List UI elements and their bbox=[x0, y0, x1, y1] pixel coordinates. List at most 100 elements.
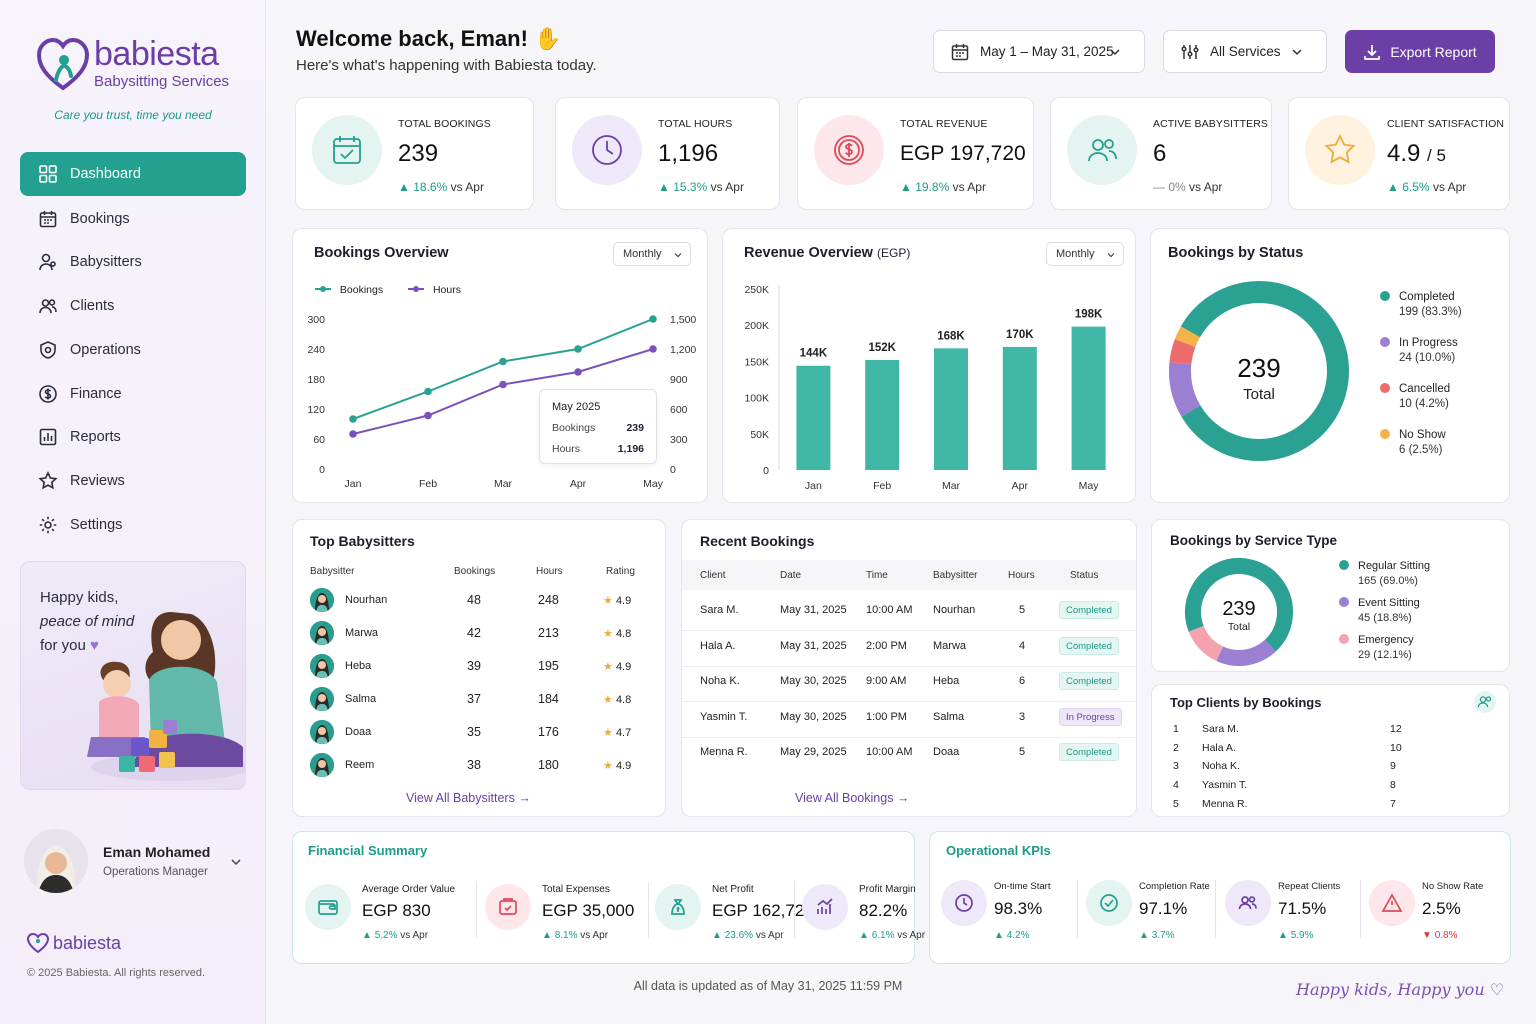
card-title-text: Revenue Overview bbox=[744, 245, 873, 261]
users-icon[interactable] bbox=[1474, 691, 1496, 713]
mother-child-illustration bbox=[87, 612, 245, 781]
babysitter-avatar-image bbox=[310, 654, 334, 678]
legend-detail: 199 (83.3%) bbox=[1399, 306, 1462, 318]
date-range-picker[interactable]: May 1 – May 31, 2025 bbox=[933, 30, 1145, 73]
booking-time: 10:00 AM bbox=[866, 746, 913, 758]
divider bbox=[476, 882, 477, 938]
financial-label: Average Order Value bbox=[362, 884, 456, 895]
list-item[interactable]: 1 Sara M. 12 bbox=[1152, 723, 1509, 741]
column-header: Time bbox=[866, 570, 888, 581]
financial-item: Net Profit EGP 162,720 ▲ 23.6% vs Apr bbox=[655, 882, 815, 952]
list-item[interactable]: 5 Menna R. 7 bbox=[1152, 798, 1509, 816]
star-icon: ★ bbox=[603, 595, 613, 607]
donut-total-label: Total bbox=[1227, 621, 1251, 633]
booking-date: May 29, 2025 bbox=[780, 746, 847, 758]
promo-line: peace of mind bbox=[40, 613, 135, 630]
financial-value: EGP 162,720 bbox=[712, 901, 814, 920]
table-row[interactable]: Nourhan 48 248 ★ 4.9 bbox=[293, 588, 665, 618]
list-item[interactable]: 3 Noha K. 9 bbox=[1152, 760, 1509, 778]
tooltip-title: May 2025 bbox=[552, 401, 601, 413]
table-row[interactable]: Salma 37 184 ★ 4.8 bbox=[293, 687, 665, 717]
export-report-button[interactable]: Export Report bbox=[1345, 30, 1495, 73]
table-row[interactable]: Heba 39 195 ★ 4.9 bbox=[293, 654, 665, 684]
chevron-down-icon bbox=[1107, 253, 1115, 258]
list-item[interactable]: 4 Yasmin T. 8 bbox=[1152, 779, 1509, 797]
sidebar-item-dashboard[interactable]: Dashboard bbox=[20, 152, 246, 196]
service-filter-label: All Services bbox=[1210, 44, 1281, 59]
booking-client: Yasmin T. bbox=[700, 710, 748, 723]
trend-up-icon: ▲ bbox=[1278, 930, 1288, 941]
kpi-change-value: 15.3% bbox=[673, 180, 708, 194]
calendar-check-icon bbox=[312, 115, 382, 185]
sidebar-item-finance[interactable]: Finance bbox=[20, 372, 246, 415]
donut-total: 239 Total bbox=[1204, 598, 1274, 633]
booking-babysitter: Nourhan bbox=[933, 604, 976, 616]
service-filter[interactable]: All Services bbox=[1163, 30, 1327, 73]
tooltip-label: Hours bbox=[552, 443, 581, 455]
table-row[interactable]: Hala A. May 31, 2025 2:00 PM Marwa 4 Com… bbox=[682, 632, 1136, 667]
sidebar-item-bookings[interactable]: Bookings bbox=[20, 197, 246, 240]
bar-value-label: 152K bbox=[868, 342, 896, 354]
footer-logo-text: babiesta bbox=[53, 932, 122, 953]
donut-total-value: 239 bbox=[1237, 353, 1281, 383]
y2-tick-label: 0 bbox=[670, 464, 676, 476]
operational-value: 2.5% bbox=[1422, 899, 1461, 918]
sidebar-item-label: Dashboard bbox=[70, 166, 141, 182]
table-row[interactable]: Sara M. May 31, 2025 10:00 AM Nourhan 5 … bbox=[682, 596, 1136, 631]
period-select[interactable]: Monthly bbox=[613, 242, 691, 266]
sidebar-item-reports[interactable]: Reports bbox=[20, 416, 246, 459]
booking-client: Sara M. bbox=[700, 604, 739, 616]
booking-babysitter: Salma bbox=[933, 710, 965, 723]
footer-logo: babiesta bbox=[26, 932, 121, 954]
column-header: Babysitter bbox=[310, 566, 355, 577]
table-header-row bbox=[682, 560, 1136, 590]
client-rank: 4 bbox=[1173, 779, 1179, 792]
clock-icon bbox=[572, 115, 642, 185]
column-header: Hours bbox=[536, 566, 563, 577]
chart-tooltip: May 2025 Bookings 239 Hours 1,196 bbox=[539, 389, 657, 464]
babysitter-bookings: 42 bbox=[467, 626, 481, 640]
list-item[interactable]: 2 Hala A. 10 bbox=[1152, 742, 1509, 760]
chevron-down-icon[interactable] bbox=[230, 856, 242, 868]
kpi-change-value: 0% bbox=[1168, 180, 1186, 194]
bar-jan bbox=[796, 365, 831, 470]
table-row[interactable]: Menna R. May 29, 2025 10:00 AM Doaa 5 Co… bbox=[682, 738, 1136, 773]
table-row[interactable]: Noha K. May 30, 2025 9:00 AM Heba 6 Comp… bbox=[682, 667, 1136, 702]
table-row[interactable]: Marwa 42 213 ★ 4.8 bbox=[293, 621, 665, 651]
status-badge: Completed bbox=[1059, 672, 1119, 690]
sidebar-item-clients[interactable]: Clients bbox=[20, 285, 246, 328]
financial-change-value: 8.1% bbox=[554, 930, 578, 941]
financial-change-period: vs Apr bbox=[755, 930, 784, 941]
sidebar-item-operations[interactable]: Operations bbox=[20, 328, 246, 371]
trend-up-icon: ▲ bbox=[900, 180, 912, 194]
kpi-value: 6 bbox=[1153, 140, 1167, 167]
table-row[interactable]: Doaa 35 176 ★ 4.7 bbox=[293, 720, 665, 750]
babysitter-bookings: 35 bbox=[467, 725, 481, 739]
y-tick-label: 300 bbox=[307, 314, 325, 326]
financial-value: EGP 830 bbox=[362, 901, 431, 920]
sidebar-item-babysitters[interactable]: Babysitters bbox=[20, 241, 246, 284]
user-role: Operations Manager bbox=[103, 866, 208, 878]
babysitter-name: Nourhan bbox=[345, 594, 388, 606]
table-row[interactable]: Yasmin T. May 30, 2025 1:00 PM Salma 3 I… bbox=[682, 703, 1136, 738]
bar-value-label: 168K bbox=[937, 330, 965, 342]
data-point-bookings bbox=[499, 357, 507, 366]
babysitter-rating: ★ 4.9 bbox=[603, 759, 631, 772]
view-all-babysitters-link[interactable]: View All Babysitters → bbox=[406, 791, 531, 805]
table-row[interactable]: Reem 38 180 ★ 4.9 bbox=[293, 753, 665, 783]
user-profile[interactable]: Eman Mohamed Operations Manager bbox=[24, 826, 246, 896]
period-select[interactable]: Monthly bbox=[1046, 242, 1124, 266]
view-all-bookings-link[interactable]: View All Bookings → bbox=[795, 791, 910, 805]
legend-dot bbox=[1339, 560, 1349, 570]
booking-client: Menna R. bbox=[700, 746, 748, 758]
divider bbox=[1360, 880, 1361, 938]
legend-detail: 10 (4.2%) bbox=[1399, 398, 1449, 410]
brand-logo[interactable]: babiesta Babysitting Services bbox=[36, 36, 229, 92]
sidebar-item-settings[interactable]: Settings bbox=[20, 504, 246, 547]
kpi-value-suffix: / 5 bbox=[1427, 146, 1446, 165]
legend-line-hours bbox=[408, 286, 425, 292]
sidebar-item-reviews[interactable]: Reviews bbox=[20, 460, 246, 503]
chevron-down-icon bbox=[1110, 49, 1120, 56]
legend-detail: 6 (2.5%) bbox=[1399, 444, 1443, 456]
data-point-bookings bbox=[649, 315, 657, 323]
